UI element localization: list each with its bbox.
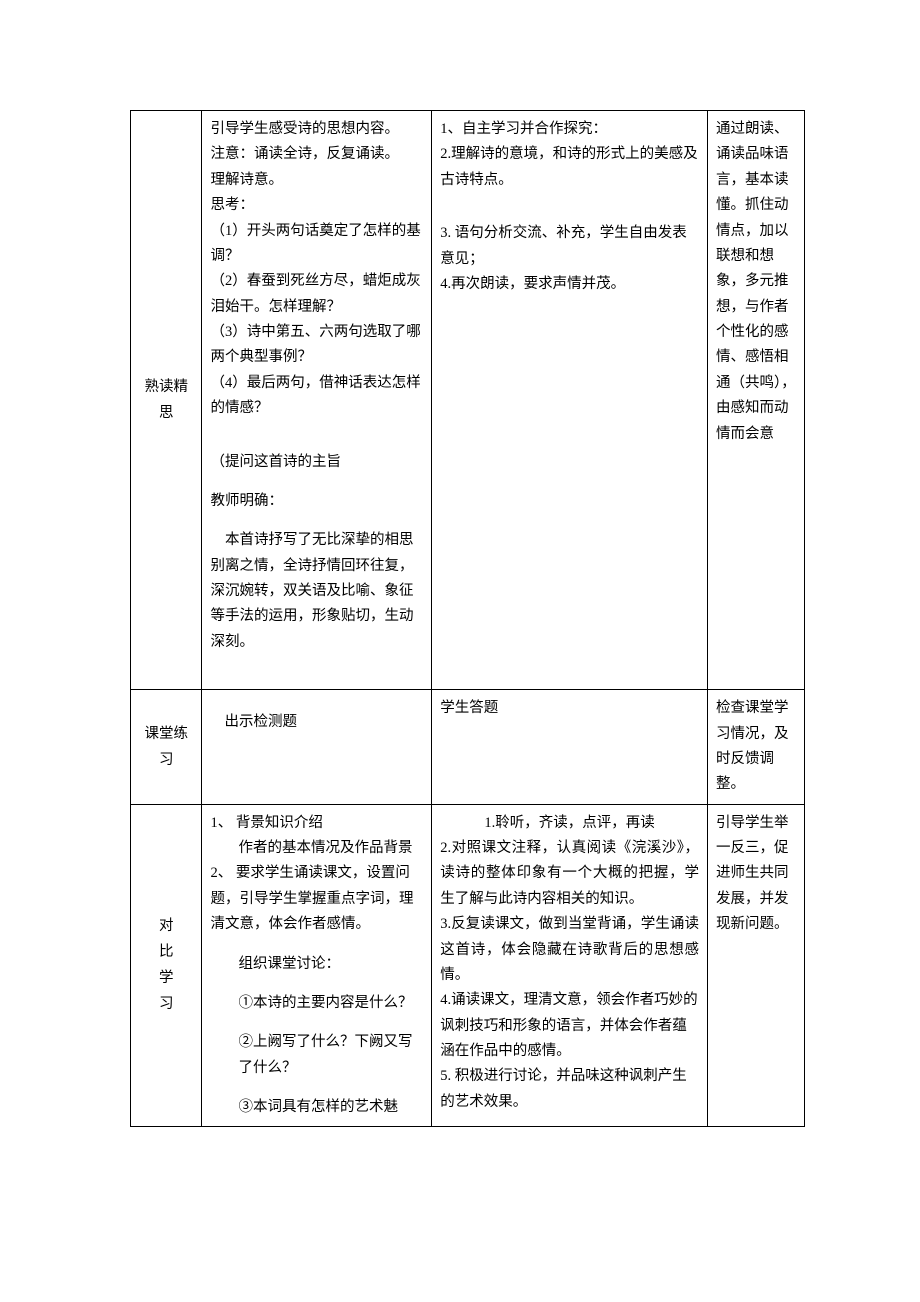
table-row: 熟读精思 引导学生感受诗的思想内容。 注意：诵读全诗，反复诵读。 理解诗意。 思… [131, 111, 805, 690]
table-row: 课堂练习 出示检测题 学生答题 检查课堂学习情况，及时反馈调整。 [131, 690, 805, 805]
design-intent-cell: 通过朗读、诵读品味语言，基本读懂。抓住动情点，加以联想和想象，多元推想，与作者个… [707, 111, 804, 690]
text-line: 作者的基本情况及作品背景 [210, 836, 423, 861]
teacher-activity-cell: 1、 背景知识介绍 作者的基本情况及作品背景 2、 要求学生诵读课文，设置问题，… [202, 804, 432, 1127]
text-line: 思考： [210, 193, 423, 218]
text-line: ②上阙写了什么？下阙又写了什么？ [210, 1030, 423, 1081]
text-line: 4.诵读课文，理清文意，领会作者巧妙的讽刺技巧和形象的语言，并体会作者蕴涵在作品… [440, 988, 699, 1064]
student-activity-cell: 1.聆听，齐读，点评，再读 2.对照课文注释，认真阅读《浣溪沙》，读诗的整体印象… [432, 804, 708, 1127]
text-line: 3. 语句分析交流、补充，学生自由发表意见； [440, 221, 699, 272]
text-line: （提问这首诗的主旨 [210, 450, 423, 475]
text-line: 组织课堂讨论： [210, 952, 423, 977]
student-activity-cell: 1、自主学习并合作探究： 2.理解诗的意境，和诗的形式上的美感及古诗特点。 3.… [432, 111, 708, 690]
row-label: 熟读精思 [131, 111, 202, 690]
text-line: 注意：诵读全诗，反复诵读。 [210, 142, 423, 167]
teacher-activity-cell: 出示检测题 [202, 690, 432, 805]
text-line: 2.对照课文注释，认真阅读《浣溪沙》，读诗的整体印象有一个大概的把握，学生了解与… [440, 836, 699, 912]
design-intent-cell: 检查课堂学习情况，及时反馈调整。 [707, 690, 804, 805]
design-intent-cell: 引导学生举一反三，促进师生共同发展，并发现新问题。 [707, 804, 804, 1127]
row-label: 课堂练习 [131, 690, 202, 805]
table-row: 对比学习 1、 背景知识介绍 作者的基本情况及作品背景 2、 要求学生诵读课文，… [131, 804, 805, 1127]
text-line: 1、自主学习并合作探究： [440, 117, 699, 142]
text-line: （4）最后两句，借神话表达怎样的情感？ [210, 371, 423, 422]
text-line: （1）开头两句话奠定了怎样的基调？ [210, 219, 423, 270]
text-line: 通过朗读、诵读品味语言，基本读懂。抓住动情点，加以联想和想象，多元推想，与作者个… [716, 117, 796, 447]
text-line: 理解诗意。 [210, 168, 423, 193]
text-line: （2）春蚕到死丝方尽，蜡炬成灰泪始干。怎样理解？ [210, 269, 423, 320]
text-line: 出示检测题 [210, 710, 423, 735]
text-line: 5. 积极进行讨论，并品味这种讽刺产生的艺术效果。 [440, 1064, 699, 1115]
text-line: 引导学生举一反三，促进师生共同发展，并发现新问题。 [716, 811, 796, 938]
text-line: ③本词具有怎样的艺术魅 [210, 1095, 423, 1120]
row-label: 对比学习 [131, 804, 202, 1127]
text-line: 2.理解诗的意境，和诗的形式上的美感及古诗特点。 [440, 142, 699, 193]
text-line: 检查课堂学习情况，及时反馈调整。 [716, 696, 796, 798]
student-activity-cell: 学生答题 [432, 690, 708, 805]
text-line: 1、 背景知识介绍 [210, 811, 423, 836]
text-line: 教师明确： [210, 489, 423, 514]
text-line: 4.再次朗读，要求声情并茂。 [440, 272, 699, 297]
text-line: ①本诗的主要内容是什么？ [210, 991, 423, 1016]
text-line: 本首诗抒写了无比深挚的相思别离之情，全诗抒情回环往复，深沉婉转，双关语及比喻、象… [210, 528, 423, 655]
text-line: 学生答题 [440, 696, 699, 721]
text-line: （3）诗中第五、六两句选取了哪两个典型事例？ [210, 320, 423, 371]
text-line: 引导学生感受诗的思想内容。 [210, 117, 423, 142]
text-line: 1.聆听，齐读，点评，再读 [440, 811, 699, 836]
teacher-activity-cell: 引导学生感受诗的思想内容。 注意：诵读全诗，反复诵读。 理解诗意。 思考： （1… [202, 111, 432, 690]
text-line: 3.反复读课文，做到当堂背诵，学生诵读这首诗，体会隐藏在诗歌背后的思想感情。 [440, 912, 699, 988]
lesson-plan-table: 熟读精思 引导学生感受诗的思想内容。 注意：诵读全诗，反复诵读。 理解诗意。 思… [130, 110, 805, 1127]
text-line: 2、 要求学生诵读课文，设置问题，引导学生掌握重点字词，理清文意，体会作者感情。 [210, 861, 423, 937]
